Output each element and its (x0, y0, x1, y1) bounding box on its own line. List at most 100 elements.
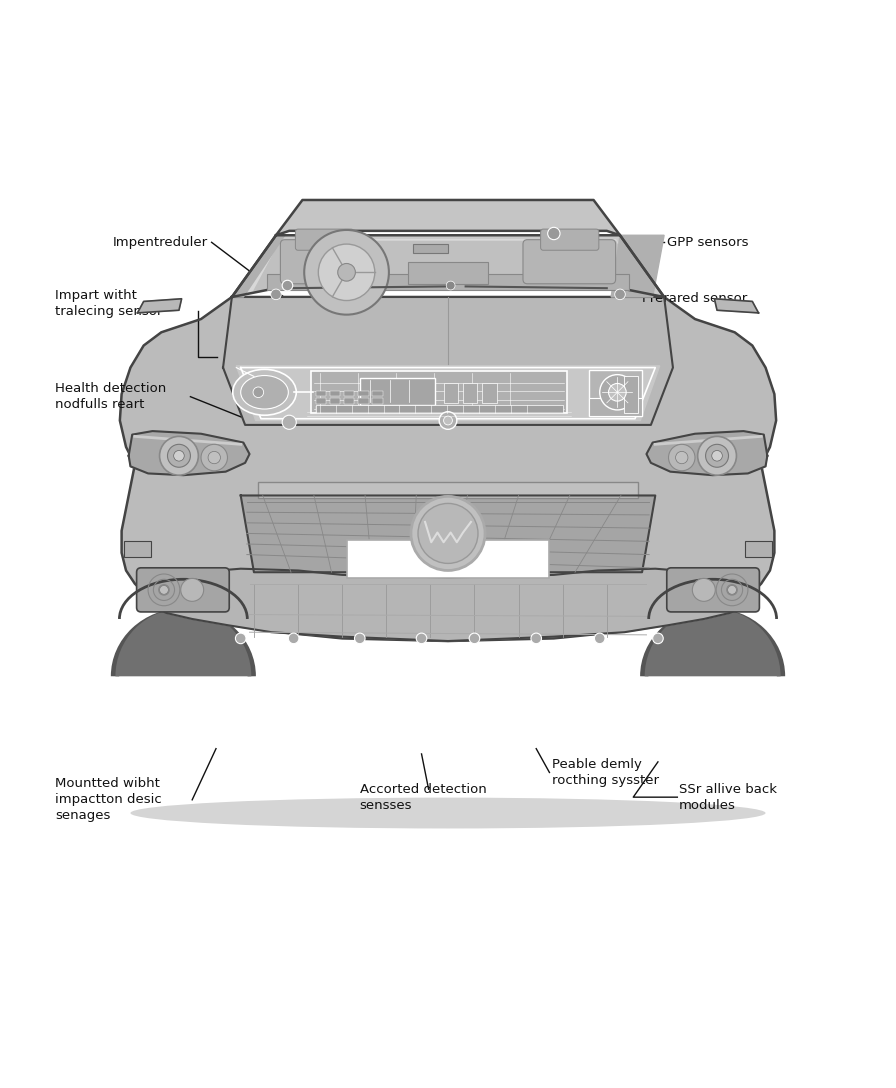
Circle shape (338, 263, 356, 281)
Bar (315, 398, 326, 404)
Text: modules: modules (679, 799, 736, 812)
Bar (330, 407, 340, 411)
Polygon shape (237, 366, 659, 420)
Text: Health detection: Health detection (56, 382, 167, 395)
Circle shape (693, 579, 715, 602)
Circle shape (305, 230, 389, 314)
Polygon shape (232, 235, 664, 297)
Text: senages: senages (56, 809, 111, 823)
Circle shape (318, 244, 375, 300)
FancyBboxPatch shape (136, 568, 229, 611)
Bar (372, 391, 383, 396)
Circle shape (470, 633, 479, 644)
Circle shape (168, 444, 191, 467)
Circle shape (236, 633, 246, 644)
Polygon shape (611, 235, 664, 297)
Bar (372, 398, 383, 404)
Bar (360, 379, 435, 405)
Polygon shape (120, 297, 776, 641)
Circle shape (698, 436, 737, 475)
Polygon shape (241, 495, 655, 572)
FancyBboxPatch shape (667, 568, 760, 611)
Text: Peable demly: Peable demly (552, 758, 642, 771)
Circle shape (705, 444, 728, 467)
Circle shape (271, 289, 281, 299)
Text: Mountted wibht: Mountted wibht (56, 778, 160, 791)
Circle shape (652, 633, 663, 644)
Polygon shape (137, 299, 182, 313)
Polygon shape (276, 200, 620, 235)
Bar (267, 274, 629, 289)
Bar (330, 391, 340, 396)
Circle shape (418, 504, 478, 564)
Circle shape (668, 444, 695, 471)
Circle shape (417, 633, 426, 644)
Polygon shape (714, 299, 759, 313)
Polygon shape (143, 569, 753, 641)
Bar (344, 398, 355, 404)
Text: impactton desic: impactton desic (56, 793, 162, 806)
Bar (315, 405, 563, 413)
Circle shape (599, 374, 635, 410)
Circle shape (282, 281, 293, 290)
Bar (358, 398, 368, 404)
Circle shape (446, 281, 455, 289)
FancyBboxPatch shape (523, 239, 616, 284)
Circle shape (728, 585, 737, 594)
Bar (444, 383, 458, 403)
Ellipse shape (233, 369, 297, 416)
Text: SSr allive back: SSr allive back (679, 782, 777, 795)
Bar (358, 407, 368, 411)
FancyBboxPatch shape (540, 230, 599, 250)
Text: Impart witht: Impart witht (56, 288, 137, 301)
Bar (482, 383, 496, 403)
Polygon shape (246, 239, 650, 293)
Polygon shape (232, 235, 285, 297)
Bar (311, 371, 567, 413)
Text: Impentreduler: Impentreduler (113, 236, 208, 249)
Bar (315, 391, 326, 396)
Circle shape (608, 383, 626, 401)
Text: GPP sensors: GPP sensors (667, 236, 748, 249)
Bar (315, 407, 326, 411)
Bar (330, 398, 340, 404)
Bar (372, 407, 383, 411)
Ellipse shape (131, 798, 765, 828)
Bar (590, 370, 642, 416)
Text: rocthing sysster: rocthing sysster (552, 774, 659, 787)
Bar (463, 383, 477, 403)
Circle shape (411, 496, 485, 570)
Text: tralecing sensor: tralecing sensor (56, 305, 163, 318)
Circle shape (289, 633, 299, 644)
Circle shape (439, 411, 457, 430)
Text: sensses: sensses (360, 799, 412, 812)
Circle shape (444, 416, 452, 425)
Circle shape (201, 444, 228, 471)
FancyBboxPatch shape (296, 230, 354, 250)
Circle shape (208, 452, 220, 463)
Circle shape (615, 289, 625, 299)
Bar (358, 391, 368, 396)
Polygon shape (254, 242, 642, 290)
Polygon shape (223, 297, 673, 425)
Wedge shape (116, 608, 251, 677)
Bar (344, 407, 355, 411)
Circle shape (253, 387, 263, 397)
Bar (347, 541, 549, 578)
Circle shape (711, 450, 722, 461)
Circle shape (282, 416, 297, 430)
Circle shape (594, 633, 605, 644)
Circle shape (159, 585, 168, 594)
Text: Prerared sensor: Prerared sensor (642, 293, 747, 306)
Bar (125, 542, 151, 557)
Circle shape (531, 633, 541, 644)
Text: Accorted detection: Accorted detection (360, 782, 487, 795)
Text: nodfulls reart: nodfulls reart (56, 398, 145, 411)
FancyBboxPatch shape (280, 239, 373, 284)
Polygon shape (647, 431, 767, 475)
Bar (258, 482, 638, 498)
Polygon shape (129, 431, 249, 475)
Ellipse shape (241, 375, 289, 409)
Circle shape (181, 579, 203, 602)
Bar (625, 376, 638, 413)
